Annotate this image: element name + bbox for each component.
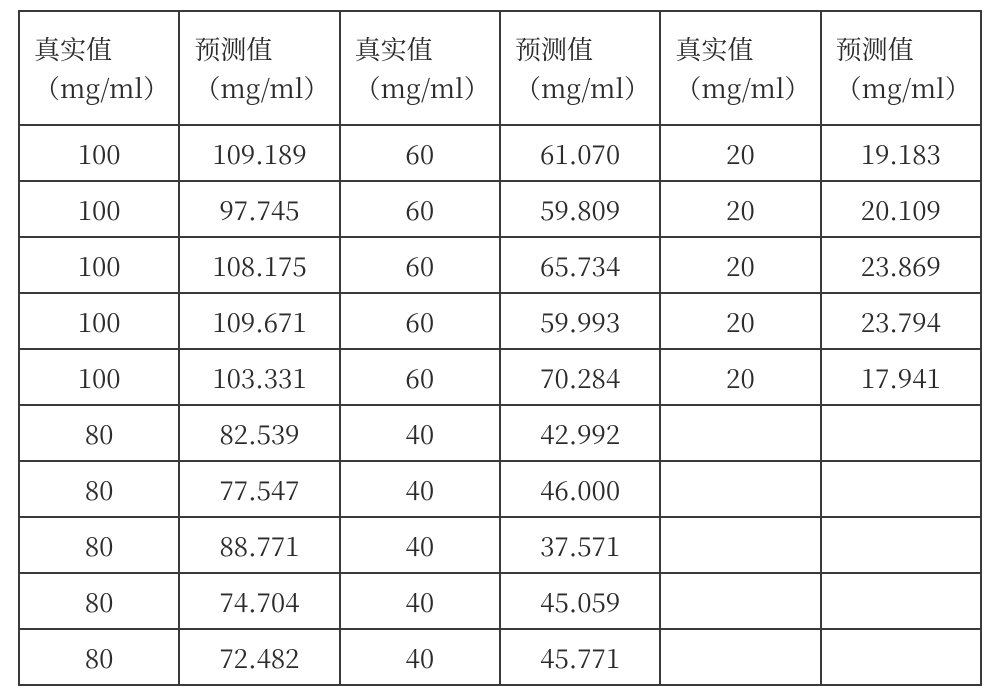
table-header: 真实值 （mg/ml） 预测值 （mg/ml） 真实值 （mg/ml） 预测值 … xyxy=(19,11,981,125)
cell: 20 xyxy=(660,293,820,349)
cell: 80 xyxy=(19,629,179,685)
table-row: 80 77.547 40 46.000 xyxy=(19,461,981,517)
cell xyxy=(660,517,820,573)
cell xyxy=(821,517,981,573)
cell: 100 xyxy=(19,125,179,181)
cell: 100 xyxy=(19,237,179,293)
col-header-5: 预测值 （mg/ml） xyxy=(821,11,981,125)
cell: 109.671 xyxy=(179,293,339,349)
cell xyxy=(660,629,820,685)
cell: 42.992 xyxy=(500,405,660,461)
cell: 100 xyxy=(19,181,179,237)
col-header-0: 真实值 （mg/ml） xyxy=(19,11,179,125)
cell: 97.745 xyxy=(179,181,339,237)
col-header-4-line1: 真实值 xyxy=(675,30,753,67)
cell: 103.331 xyxy=(179,349,339,405)
cell: 82.539 xyxy=(179,405,339,461)
cell: 40 xyxy=(340,461,500,517)
cell: 45.059 xyxy=(500,573,660,629)
cell: 59.993 xyxy=(500,293,660,349)
data-table: 真实值 （mg/ml） 预测值 （mg/ml） 真实值 （mg/ml） 预测值 … xyxy=(18,10,982,686)
table-header-row: 真实值 （mg/ml） 预测值 （mg/ml） 真实值 （mg/ml） 预测值 … xyxy=(19,11,981,125)
cell: 20 xyxy=(660,125,820,181)
table-row: 100 97.745 60 59.809 20 20.109 xyxy=(19,181,981,237)
col-header-2-line2: （mg/ml） xyxy=(355,69,490,106)
cell xyxy=(660,461,820,517)
cell xyxy=(660,405,820,461)
cell: 60 xyxy=(340,349,500,405)
table-row: 80 74.704 40 45.059 xyxy=(19,573,981,629)
col-header-2-line1: 真实值 xyxy=(355,30,433,67)
table-container: 真实值 （mg/ml） 预测值 （mg/ml） 真实值 （mg/ml） 预测值 … xyxy=(0,0,1000,696)
table-body: 100 109.189 60 61.070 20 19.183 100 97.7… xyxy=(19,125,981,685)
cell: 20 xyxy=(660,237,820,293)
cell: 46.000 xyxy=(500,461,660,517)
cell: 40 xyxy=(340,573,500,629)
cell: 65.734 xyxy=(500,237,660,293)
table-row: 100 103.331 60 70.284 20 17.941 xyxy=(19,349,981,405)
cell: 20 xyxy=(660,349,820,405)
cell: 100 xyxy=(19,293,179,349)
cell: 70.284 xyxy=(500,349,660,405)
cell: 40 xyxy=(340,517,500,573)
col-header-5-line1: 预测值 xyxy=(836,30,914,67)
col-header-4-line2: （mg/ml） xyxy=(675,69,810,106)
cell: 59.809 xyxy=(500,181,660,237)
cell: 20.109 xyxy=(821,181,981,237)
cell xyxy=(821,405,981,461)
cell xyxy=(821,629,981,685)
cell: 37.571 xyxy=(500,517,660,573)
cell: 80 xyxy=(19,405,179,461)
col-header-1-line1: 预测值 xyxy=(194,30,272,67)
col-header-3-line1: 预测值 xyxy=(515,30,593,67)
cell: 60 xyxy=(340,237,500,293)
cell: 80 xyxy=(19,573,179,629)
cell: 109.189 xyxy=(179,125,339,181)
cell: 60 xyxy=(340,181,500,237)
cell: 77.547 xyxy=(179,461,339,517)
cell: 80 xyxy=(19,517,179,573)
cell: 40 xyxy=(340,405,500,461)
cell: 19.183 xyxy=(821,125,981,181)
col-header-0-line1: 真实值 xyxy=(34,30,112,67)
col-header-3: 预测值 （mg/ml） xyxy=(500,11,660,125)
col-header-1: 预测值 （mg/ml） xyxy=(179,11,339,125)
cell xyxy=(821,461,981,517)
table-row: 80 72.482 40 45.771 xyxy=(19,629,981,685)
cell: 23.794 xyxy=(821,293,981,349)
cell: 17.941 xyxy=(821,349,981,405)
cell: 40 xyxy=(340,629,500,685)
cell: 100 xyxy=(19,349,179,405)
cell: 80 xyxy=(19,461,179,517)
table-row: 100 108.175 60 65.734 20 23.869 xyxy=(19,237,981,293)
cell: 61.070 xyxy=(500,125,660,181)
col-header-0-line2: （mg/ml） xyxy=(34,69,169,106)
col-header-5-line2: （mg/ml） xyxy=(836,69,971,106)
col-header-4: 真实值 （mg/ml） xyxy=(660,11,820,125)
cell xyxy=(660,573,820,629)
table-row: 100 109.671 60 59.993 20 23.794 xyxy=(19,293,981,349)
cell: 72.482 xyxy=(179,629,339,685)
cell xyxy=(821,573,981,629)
table-row: 100 109.189 60 61.070 20 19.183 xyxy=(19,125,981,181)
col-header-3-line2: （mg/ml） xyxy=(515,69,650,106)
cell: 20 xyxy=(660,181,820,237)
table-row: 80 82.539 40 42.992 xyxy=(19,405,981,461)
cell: 23.869 xyxy=(821,237,981,293)
cell: 88.771 xyxy=(179,517,339,573)
cell: 60 xyxy=(340,125,500,181)
cell: 45.771 xyxy=(500,629,660,685)
cell: 74.704 xyxy=(179,573,339,629)
col-header-1-line2: （mg/ml） xyxy=(194,69,329,106)
cell: 108.175 xyxy=(179,237,339,293)
cell: 60 xyxy=(340,293,500,349)
table-row: 80 88.771 40 37.571 xyxy=(19,517,981,573)
col-header-2: 真实值 （mg/ml） xyxy=(340,11,500,125)
